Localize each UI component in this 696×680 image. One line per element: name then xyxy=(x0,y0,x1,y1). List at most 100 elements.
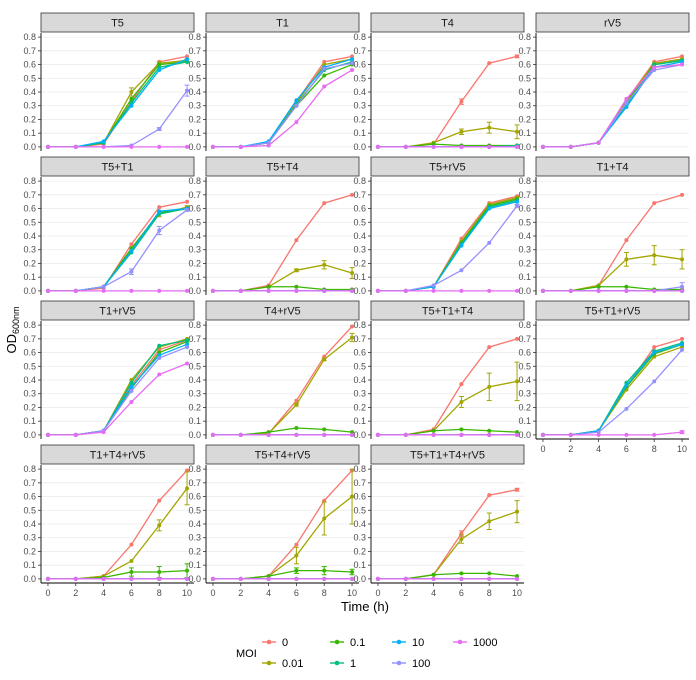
y-tick-label: 0.0 xyxy=(188,430,201,440)
data-point-moi-1000 xyxy=(322,576,327,581)
y-tick-label: 0.7 xyxy=(23,478,36,488)
data-point-moi-10 xyxy=(157,68,162,73)
y-tick-label: 0.3 xyxy=(23,533,36,543)
data-point-moi-1000 xyxy=(487,288,492,293)
y-tick-label: 0.8 xyxy=(188,464,201,474)
data-point-moi-0.1 xyxy=(322,568,327,573)
data-point-moi-0 xyxy=(652,345,657,350)
data-point-moi-1 xyxy=(185,338,190,343)
data-point-moi-1000 xyxy=(568,432,573,437)
x-tick-label: 0 xyxy=(375,588,380,598)
data-point-moi-0.1 xyxy=(322,427,327,432)
x-tick-label: 0 xyxy=(45,588,50,598)
data-point-moi-1 xyxy=(157,65,162,70)
data-point-moi-1000 xyxy=(375,432,380,437)
y-tick-label: 0.3 xyxy=(518,245,531,255)
facet-strip xyxy=(205,12,360,33)
y-tick-label: 0.4 xyxy=(23,231,36,241)
data-point-moi-10 xyxy=(185,342,190,347)
data-point-moi-1000 xyxy=(375,144,380,149)
y-tick-label: 0.6 xyxy=(518,60,531,70)
y-tick-label: 0.0 xyxy=(188,142,201,152)
data-point-moi-1000 xyxy=(515,144,520,149)
data-point-moi-0 xyxy=(487,61,492,66)
data-point-moi-10 xyxy=(157,209,162,214)
data-point-moi-0.1 xyxy=(515,430,520,435)
data-point-moi-1000 xyxy=(294,120,299,125)
data-point-moi-1000 xyxy=(73,432,78,437)
legend-item-moi-1: 1 xyxy=(330,658,356,670)
y-tick-label: 0.1 xyxy=(188,560,201,570)
data-point-moi-10 xyxy=(129,103,134,108)
y-tick-label: 0.1 xyxy=(23,128,36,138)
y-tick-label: 0.7 xyxy=(188,46,201,56)
series-line-moi-10 xyxy=(542,61,683,148)
facet-panel: T1 0.0 0.1 0.2 0.3 0.4 0.5 0.6 0.7 0.8 xyxy=(188,12,360,152)
data-point-moi-1000 xyxy=(431,432,436,437)
x-tick-label: 4 xyxy=(431,588,436,598)
y-tick-label: 0.1 xyxy=(23,416,36,426)
series-line-moi-0.1 xyxy=(377,572,518,580)
data-point-moi-1000 xyxy=(185,361,190,366)
data-point-moi-1000 xyxy=(185,144,190,149)
legend-label: 0.1 xyxy=(350,637,365,649)
facet-strip-label: T5+rV5 xyxy=(429,162,465,174)
data-point-moi-1000 xyxy=(487,576,492,581)
data-point-moi-100 xyxy=(101,284,106,289)
series-line-moi-0 xyxy=(212,470,353,580)
y-axis-title: OD600nm xyxy=(4,306,21,353)
data-point-moi-0.01 xyxy=(487,519,492,524)
data-point-moi-1000 xyxy=(157,144,162,149)
legend-label: 1 xyxy=(350,658,356,670)
data-point-moi-100 xyxy=(157,356,162,361)
y-tick-label: 0.4 xyxy=(353,231,366,241)
data-point-moi-0.01 xyxy=(515,379,520,384)
data-point-moi-0.01 xyxy=(322,262,327,267)
data-point-moi-1000 xyxy=(540,432,545,437)
data-point-moi-10 xyxy=(624,105,629,110)
facet-panel: T5+rV5 0.0 0.1 0.2 0.3 0.4 0.5 0.6 0.7 0.8 xyxy=(353,156,525,296)
data-point-moi-1000 xyxy=(431,576,436,581)
data-point-moi-1000 xyxy=(45,144,50,149)
y-tick-label: 0.3 xyxy=(353,101,366,111)
data-point-moi-0 xyxy=(515,487,520,492)
legend: MOI 0 0.01 0.1 1 10 100 1000 xyxy=(236,637,497,670)
data-point-moi-1000 xyxy=(624,432,629,437)
data-point-moi-100 xyxy=(157,127,162,132)
y-tick-label: 0.7 xyxy=(353,334,366,344)
y-tick-label: 0.2 xyxy=(353,114,366,124)
data-point-moi-1000 xyxy=(431,144,436,149)
y-tick-label: 0.8 xyxy=(518,32,531,42)
data-point-moi-100 xyxy=(431,283,436,288)
facet-strip xyxy=(205,300,360,321)
data-point-moi-0 xyxy=(350,192,355,197)
data-point-moi-0.1 xyxy=(596,284,601,289)
y-tick-label: 0.3 xyxy=(23,245,36,255)
data-point-moi-1000 xyxy=(403,576,408,581)
legend-item-moi-10: 10 xyxy=(392,637,424,649)
y-tick-label: 0.2 xyxy=(353,546,366,556)
data-point-moi-10 xyxy=(101,139,106,144)
series-line-moi-1000 xyxy=(542,431,683,436)
y-tick-label: 0.2 xyxy=(188,546,201,556)
y-tick-label: 0.0 xyxy=(353,142,366,152)
data-point-moi-0.01 xyxy=(322,357,327,362)
data-point-moi-0.01 xyxy=(185,486,190,491)
y-tick-label: 0.7 xyxy=(518,46,531,56)
data-point-moi-0.1 xyxy=(350,570,355,575)
data-point-moi-0 xyxy=(487,493,492,498)
data-point-moi-0.01 xyxy=(487,125,492,130)
data-point-moi-1000 xyxy=(238,144,243,149)
x-tick-label: 4 xyxy=(266,588,271,598)
y-tick-label: 0.8 xyxy=(188,320,201,330)
facet-strip xyxy=(40,444,195,465)
data-point-moi-0 xyxy=(322,59,327,64)
series-line-moi-0 xyxy=(47,470,188,580)
y-tick-label: 0.1 xyxy=(353,560,366,570)
data-point-moi-0.1 xyxy=(129,570,134,575)
facet-panel: rV5 0.0 0.1 0.2 0.3 0.4 0.5 0.6 0.7 0.8 xyxy=(518,12,690,152)
facet-panel: T5+T4+rV5 0 2 4 6 8 10 0.0 0.1 0.2 0.3 0.4 0.5 0.6 0.7… xyxy=(188,444,360,598)
data-point-moi-0 xyxy=(459,382,464,387)
data-point-moi-10 xyxy=(129,249,134,254)
facet-panel: T4+rV5 0.0 0.1 0.2 0.3 0.4 0.5 0.6 0.7 0.8 xyxy=(188,300,360,440)
